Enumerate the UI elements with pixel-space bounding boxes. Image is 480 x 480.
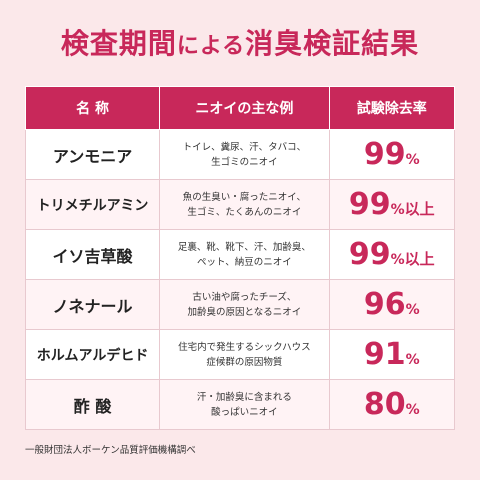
row-example-line2: 生ゴミ、たくあんのニオイ: [187, 206, 302, 218]
row-rate: 99%以上: [328, 179, 456, 230]
row-example-line1: 汗・加齢臭に含まれる: [196, 391, 292, 403]
row-example-line2: 症候群の原因物質: [206, 356, 283, 368]
row-rate: 80%: [328, 379, 456, 430]
rate-unit: %: [405, 402, 420, 418]
rate-unit: %: [390, 202, 405, 218]
row-examples: トイレ、糞尿、汗、タバコ、 生ゴミのニオイ: [159, 129, 330, 180]
rate-unit: %: [405, 152, 420, 168]
row-rate: 99%以上: [328, 229, 456, 280]
header-examples: ニオイの主な例: [159, 86, 330, 130]
row-name: ノネナール: [24, 279, 161, 330]
row-name: トリメチルアミン: [24, 179, 161, 230]
rate-unit: %: [405, 352, 420, 368]
row-name: 酢 酸: [24, 379, 161, 430]
row-examples: 足裏、靴、靴下、汗、加齢臭、 ペット、納豆のニオイ: [159, 229, 330, 280]
rate-suffix: 以上: [404, 250, 435, 268]
row-example-line2: 酸っぱいニオイ: [211, 406, 278, 418]
page-title: 検査期間による消臭検証結果: [0, 22, 480, 62]
row-example-line2: ペット、納豆のニオイ: [196, 256, 292, 268]
row-name: ホルムアルデヒド: [24, 329, 161, 380]
table-row: 酢 酸 汗・加齢臭に含まれる 酸っぱいニオイ 80%: [24, 379, 456, 430]
rate-unit: %: [390, 252, 405, 268]
table-header-row: 名 称 ニオイの主な例 試験除去率: [24, 86, 456, 130]
title-main: 検査期間: [60, 27, 177, 60]
deodorization-results-table: 名 称 ニオイの主な例 試験除去率 アンモニア トイレ、糞尿、汗、タバコ、 生ゴミ…: [24, 86, 456, 430]
rate-value: 96: [363, 287, 406, 322]
table-row: ノネナール 古い油や腐ったチーズ、 加齢臭の原因となるニオイ 96%: [24, 279, 456, 330]
rate-value: 99: [348, 187, 391, 222]
row-rate: 91%: [328, 329, 456, 380]
title-particle: による: [176, 34, 246, 59]
title-rest: 消臭検証結果: [245, 27, 420, 60]
rate-value: 99: [363, 137, 406, 172]
row-example-line1: トイレ、糞尿、汗、タバコ、: [182, 141, 307, 153]
row-rate: 99%: [328, 129, 456, 180]
rate-value: 80: [363, 387, 406, 422]
header-name: 名 称: [24, 86, 161, 130]
row-name: イソ吉草酸: [24, 229, 161, 280]
rate-unit: %: [405, 302, 420, 318]
row-example-line2: 生ゴミのニオイ: [211, 156, 278, 168]
row-example-line1: 足裏、靴、靴下、汗、加齢臭、: [177, 241, 311, 253]
row-example-line1: 古い油や腐ったチーズ、: [192, 291, 297, 303]
header-rate: 試験除去率: [328, 86, 456, 130]
row-example-line1: 住宅内で発生するシックハウス: [178, 341, 311, 353]
row-examples: 汗・加齢臭に含まれる 酸っぱいニオイ: [159, 379, 330, 430]
row-example-line1: 魚の生臭い・腐ったニオイ、: [182, 191, 306, 203]
rate-value: 99: [348, 237, 391, 272]
table-row: アンモニア トイレ、糞尿、汗、タバコ、 生ゴミのニオイ 99%: [24, 129, 456, 180]
row-example-line2: 加齢臭の原因となるニオイ: [187, 306, 302, 318]
table-row: ホルムアルデヒド 住宅内で発生するシックハウス 症候群の原因物質 91%: [24, 329, 456, 380]
table-row: トリメチルアミン 魚の生臭い・腐ったニオイ、 生ゴミ、たくあんのニオイ 99%以上: [24, 179, 456, 230]
row-examples: 魚の生臭い・腐ったニオイ、 生ゴミ、たくあんのニオイ: [159, 179, 330, 230]
row-name: アンモニア: [24, 129, 161, 180]
row-rate: 96%: [328, 279, 456, 330]
row-examples: 住宅内で発生するシックハウス 症候群の原因物質: [159, 329, 330, 380]
source-footnote: 一般財団法人ボーケン品質評価機構調べ: [25, 445, 196, 456]
table-row: イソ吉草酸 足裏、靴、靴下、汗、加齢臭、 ペット、納豆のニオイ 99%以上: [24, 229, 456, 280]
rate-value: 91: [363, 337, 406, 372]
row-examples: 古い油や腐ったチーズ、 加齢臭の原因となるニオイ: [159, 279, 330, 330]
rate-suffix: 以上: [404, 200, 435, 218]
